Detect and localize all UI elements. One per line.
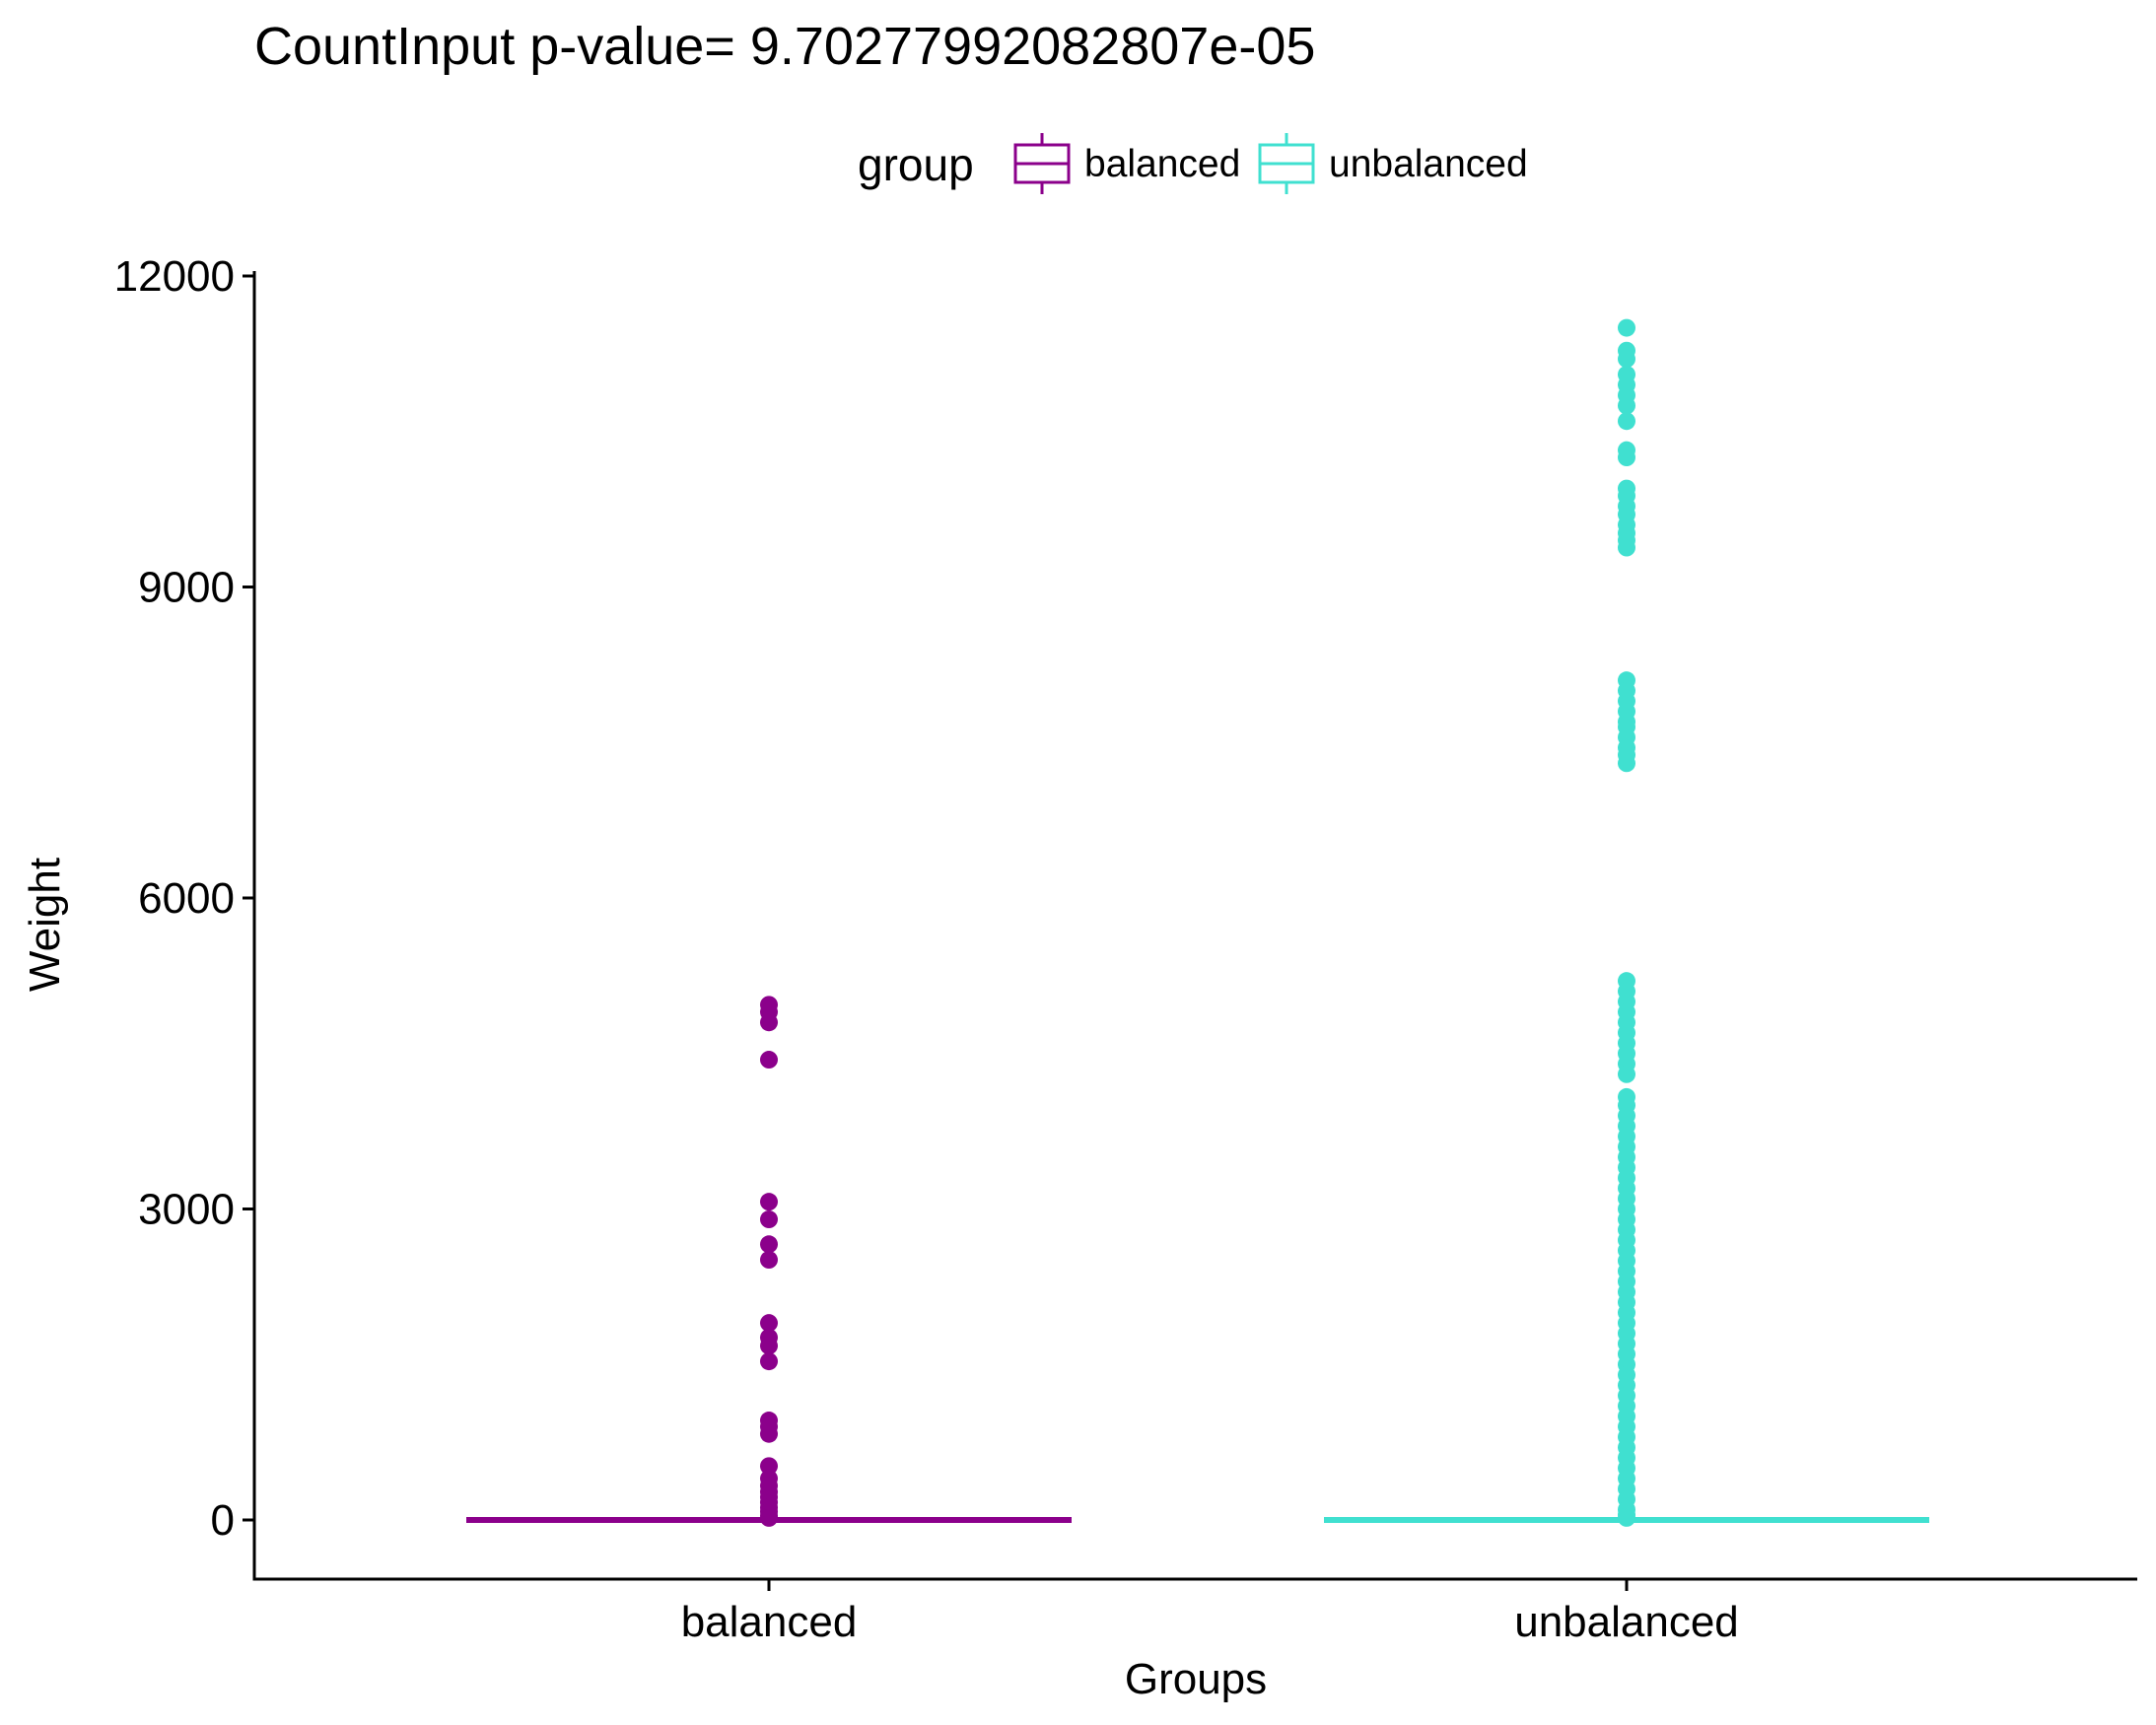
outlier-point — [760, 1235, 778, 1254]
y-tick-label: 6000 — [138, 874, 235, 923]
outlier-point — [760, 1352, 778, 1371]
outlier-point — [760, 1051, 778, 1070]
plot-area — [466, 318, 1929, 1527]
y-tick-label: 12000 — [114, 252, 235, 301]
outlier-point — [1618, 1065, 1635, 1083]
legend-entry-balanced: balanced — [1013, 133, 1240, 194]
chart-title: CountInput p-value= 9.70277992082807e-05 — [254, 17, 1315, 76]
x-tick-label: balanced — [681, 1598, 858, 1646]
outlier-point — [1618, 448, 1635, 467]
box-group-balanced — [466, 996, 1072, 1527]
legend-label: balanced — [1084, 143, 1240, 185]
outlier-point — [1618, 538, 1635, 557]
axes: 0 3000 6000 9000 12000 balanced unbalanced — [114, 252, 2137, 1646]
x-axis-title: Groups — [1125, 1655, 1267, 1703]
legend-label: unbalanced — [1329, 143, 1528, 185]
outlier-point — [760, 1193, 778, 1211]
y-tick-label: 9000 — [138, 564, 235, 612]
outlier-point — [1618, 350, 1635, 369]
y-tick-label: 3000 — [138, 1186, 235, 1234]
legend-entry-unbalanced: unbalanced — [1258, 133, 1528, 194]
outlier-point — [760, 1013, 778, 1032]
outlier-point — [760, 1457, 778, 1476]
legend-title: group — [858, 139, 974, 190]
outlier-point — [1618, 754, 1635, 773]
outlier-point — [760, 1314, 778, 1333]
outlier-point — [760, 1210, 778, 1229]
outlier-point — [1618, 318, 1635, 337]
outlier-point — [760, 1508, 778, 1527]
x-tick-label: unbalanced — [1514, 1598, 1739, 1646]
outlier-point — [1618, 1508, 1635, 1527]
outlier-point — [760, 1337, 778, 1355]
outlier-point — [1618, 412, 1635, 431]
legend: group balanced unbalanced — [858, 133, 1528, 194]
outlier-point — [760, 1424, 778, 1443]
y-axis-title: Weight — [21, 858, 69, 992]
outlier-point — [1618, 396, 1635, 415]
box-group-unbalanced — [1324, 318, 1929, 1527]
outlier-point — [760, 1251, 778, 1270]
y-tick-label: 0 — [211, 1496, 235, 1545]
